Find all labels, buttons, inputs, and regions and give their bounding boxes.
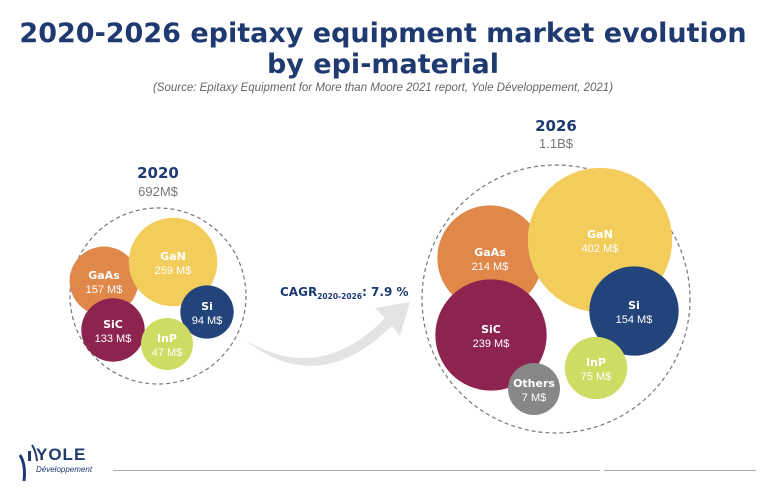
bubble-name-gaas-2026: GaAs <box>474 246 506 259</box>
growth-arrow <box>245 302 410 366</box>
footer-divider-right <box>604 470 756 471</box>
yole-logo-mark <box>18 444 38 482</box>
bubble-inp-2020 <box>141 318 193 370</box>
title-line-2: by epi-material <box>266 49 500 80</box>
year-label-2020: 2020 <box>137 164 179 182</box>
bubble-name-inp-2020: InP <box>157 332 177 345</box>
bubble-value-gan-2020: 259 M$ <box>155 265 192 277</box>
logo-subtitle: Développement <box>36 465 93 474</box>
page-title: 2020-2026 epitaxy equipment market evolu… <box>0 18 766 80</box>
yole-logo: YOLE Développement <box>18 443 92 487</box>
bubble-name-gan-2026: GaN <box>587 228 613 241</box>
total-label-2026: 1.1B$ <box>539 136 574 151</box>
bubble-value-others-2026: 7 M$ <box>522 392 546 404</box>
bubble-inp-2026 <box>564 336 628 400</box>
bubble-value-inp-2020: 47 M$ <box>152 347 183 359</box>
bubble-gan-2020 <box>128 217 218 307</box>
bubble-value-si-2020: 94 M$ <box>192 315 223 327</box>
bubble-name-others-2026: Others <box>513 377 555 390</box>
bubble-name-inp-2026: InP <box>586 356 606 369</box>
year-label-2026: 2026 <box>535 117 577 135</box>
bubble-value-gaas-2020: 157 M$ <box>86 284 123 296</box>
bubble-si-2020 <box>180 285 234 339</box>
bubble-name-si-2026: Si <box>628 299 640 312</box>
group-boundary-2020 <box>69 207 247 385</box>
bubble-name-sic-2020: SiC <box>103 318 123 331</box>
bubble-gaas-2026 <box>437 205 543 311</box>
bubble-value-gaas-2026: 214 M$ <box>472 261 509 273</box>
bubble-name-sic-2026: SiC <box>481 323 501 336</box>
logo-name: YOLE <box>36 445 87 464</box>
bubble-value-inp-2026: 75 M$ <box>581 371 612 383</box>
bubble-sic-2026 <box>435 279 547 391</box>
bubble-name-gan-2020: GaN <box>160 250 186 263</box>
bubble-value-sic-2020: 133 M$ <box>95 333 132 345</box>
total-label-2020: 692M$ <box>138 184 179 199</box>
bubble-value-sic-2026: 239 M$ <box>473 338 510 350</box>
bubble-value-gan-2026: 402 M$ <box>582 243 619 255</box>
bubble-name-si-2020: Si <box>201 300 213 313</box>
title-line-1: 2020-2026 epitaxy equipment market evolu… <box>19 18 747 49</box>
bubble-si-2026 <box>589 266 679 356</box>
bubble-gaas-2020 <box>69 246 139 316</box>
source-note: (Source: Epitaxy Equipment for More than… <box>152 82 614 94</box>
footer-divider <box>113 470 600 471</box>
cagr-label: CAGR2020-2026: 7.9 % <box>280 285 409 301</box>
bubble-name-gaas-2020: GaAs <box>88 269 120 282</box>
bubble-others-2026 <box>508 363 560 415</box>
bubble-value-si-2026: 154 M$ <box>616 314 653 326</box>
bubble-sic-2020 <box>81 298 145 362</box>
group-boundary-2026 <box>421 164 691 434</box>
